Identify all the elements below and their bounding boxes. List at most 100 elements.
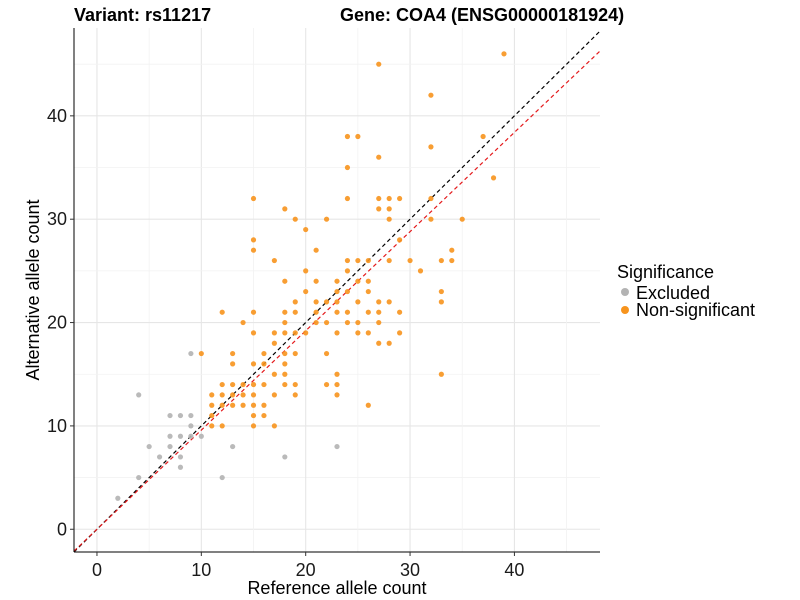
point-non-significant — [365, 257, 371, 264]
point-non-significant — [376, 61, 382, 67]
point-excluded — [177, 464, 184, 470]
point-excluded — [198, 433, 204, 439]
point-non-significant — [209, 392, 215, 398]
point-non-significant — [292, 330, 298, 336]
point-non-significant — [250, 330, 257, 336]
y-tick-label: 0 — [57, 519, 67, 539]
point-non-significant — [271, 371, 277, 377]
point-non-significant — [365, 402, 371, 408]
reference-line-fit — [73, 50, 601, 552]
point-non-significant — [282, 330, 288, 336]
point-non-significant — [261, 412, 267, 419]
point-non-significant — [303, 226, 309, 233]
point-non-significant — [334, 330, 340, 336]
point-non-significant — [303, 330, 309, 336]
point-non-significant — [438, 299, 444, 305]
point-non-significant — [292, 350, 298, 357]
point-non-significant — [344, 164, 351, 171]
point-non-significant — [386, 257, 392, 264]
data-points — [115, 51, 507, 501]
point-non-significant — [282, 371, 288, 377]
point-non-significant — [334, 309, 340, 315]
point-non-significant — [376, 340, 382, 346]
point-non-significant — [449, 247, 455, 253]
legend: Significance Excluded Non-significant — [617, 262, 755, 320]
point-non-significant — [282, 309, 288, 315]
point-non-significant — [261, 350, 267, 357]
point-non-significant — [397, 195, 403, 202]
point-non-significant — [365, 330, 371, 336]
point-excluded — [115, 495, 121, 501]
y-tick-label: 40 — [47, 106, 67, 126]
point-excluded — [177, 433, 184, 439]
point-non-significant — [219, 309, 225, 315]
point-non-significant — [292, 216, 298, 222]
point-non-significant — [428, 195, 434, 202]
legend-title: Significance — [617, 262, 714, 282]
point-non-significant — [323, 216, 330, 222]
point-non-significant — [397, 237, 403, 243]
point-non-significant — [355, 257, 361, 264]
point-non-significant — [271, 330, 277, 336]
point-excluded — [188, 433, 194, 439]
point-non-significant — [230, 392, 236, 398]
point-non-significant — [323, 381, 330, 388]
point-non-significant — [355, 319, 361, 326]
point-non-significant — [230, 350, 236, 357]
x-tick-label: 20 — [296, 560, 316, 580]
point-non-significant — [282, 206, 288, 212]
point-non-significant — [209, 402, 215, 408]
point-non-significant — [376, 154, 382, 160]
reference-line-identity — [73, 30, 601, 553]
reference-lines — [73, 30, 601, 553]
point-non-significant — [250, 412, 257, 419]
point-non-significant — [449, 257, 455, 264]
point-non-significant — [209, 423, 215, 429]
point-non-significant — [334, 381, 340, 388]
point-non-significant — [250, 309, 257, 315]
point-excluded — [282, 454, 288, 460]
point-non-significant — [292, 392, 298, 398]
point-non-significant — [271, 340, 277, 346]
point-non-significant — [323, 299, 330, 305]
legend-marker-non-significant — [621, 306, 629, 314]
point-non-significant — [198, 350, 204, 357]
point-non-significant — [386, 206, 392, 212]
point-non-significant — [313, 247, 319, 253]
point-non-significant — [282, 381, 288, 388]
y-tick-label: 10 — [47, 416, 67, 436]
point-non-significant — [209, 412, 215, 419]
point-non-significant — [282, 319, 288, 326]
point-non-significant — [219, 392, 225, 398]
point-non-significant — [250, 195, 257, 202]
point-non-significant — [313, 299, 319, 305]
point-non-significant — [282, 278, 288, 284]
point-non-significant — [240, 319, 246, 326]
point-non-significant — [355, 133, 361, 140]
point-non-significant — [355, 299, 361, 305]
point-excluded — [177, 454, 184, 460]
point-non-significant — [397, 330, 403, 336]
point-excluded — [188, 412, 194, 419]
point-excluded — [146, 443, 152, 450]
grid — [74, 28, 600, 552]
x-tick-label: 40 — [504, 560, 524, 580]
point-non-significant — [438, 371, 444, 377]
point-excluded — [334, 443, 340, 450]
point-non-significant — [397, 309, 403, 315]
point-non-significant — [334, 278, 340, 284]
point-non-significant — [230, 402, 236, 408]
point-non-significant — [323, 319, 330, 326]
point-non-significant — [386, 299, 392, 305]
point-non-significant — [355, 278, 361, 284]
point-non-significant — [334, 299, 340, 305]
axes — [73, 28, 600, 553]
y-tick-label: 30 — [47, 209, 67, 229]
point-non-significant — [240, 381, 246, 388]
point-non-significant — [376, 195, 382, 202]
point-non-significant — [428, 216, 434, 222]
point-excluded — [167, 412, 173, 419]
point-non-significant — [376, 206, 382, 212]
point-non-significant — [219, 423, 225, 429]
point-excluded — [136, 392, 142, 398]
